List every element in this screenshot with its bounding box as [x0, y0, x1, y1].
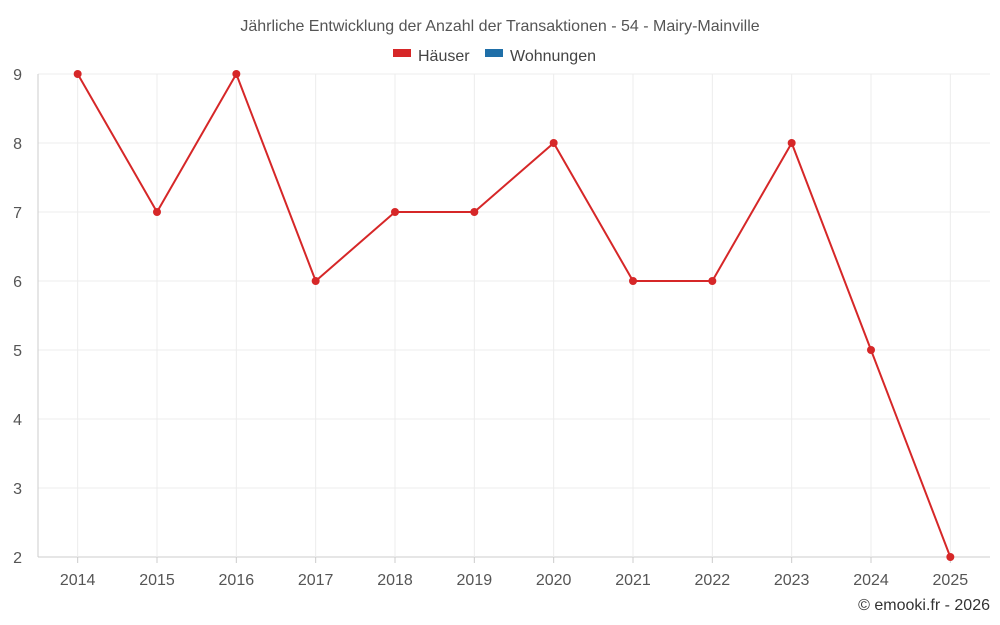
y-tick-label: 4 [13, 412, 22, 429]
x-tick-label: 2024 [853, 572, 889, 589]
data-point[interactable] [946, 553, 955, 561]
x-tick-label: 2021 [615, 572, 651, 589]
legend-label-wohnungen[interactable]: Wohnungen [510, 48, 596, 65]
data-point[interactable] [73, 70, 82, 78]
data-point[interactable] [787, 139, 796, 147]
y-tick-label: 8 [13, 136, 22, 153]
grid [37, 73, 990, 563]
x-tick-label: 2022 [695, 572, 731, 589]
data-point[interactable] [549, 139, 558, 147]
y-tick-label: 9 [13, 67, 22, 84]
x-tick-label: 2019 [457, 572, 493, 589]
y-tick-label: 7 [13, 205, 22, 222]
data-point[interactable] [311, 277, 320, 285]
x-tick-label: 2025 [933, 572, 969, 589]
credit-text: © emooki.fr - 2026 [858, 597, 990, 614]
series-line-0 [76, 73, 952, 558]
data-point[interactable] [629, 277, 637, 285]
series [73, 70, 955, 561]
legend-swatch-haeuser [393, 49, 411, 57]
data-point[interactable] [391, 208, 399, 216]
x-tick-label: 2016 [219, 572, 255, 589]
y-tick-label: 3 [13, 481, 22, 498]
x-tick-label: 2017 [298, 572, 334, 589]
y-tick-label: 2 [13, 550, 22, 567]
legend-swatch-wohnungen [485, 49, 503, 57]
data-point[interactable] [153, 208, 161, 216]
chart-title: Jährliche Entwicklung der Anzahl der Tra… [240, 18, 759, 35]
data-point[interactable] [708, 277, 717, 285]
legend-label-haeuser[interactable]: Häuser [418, 48, 470, 65]
data-point[interactable] [867, 346, 875, 354]
y-axis-ticks: 2 3 4 5 6 7 8 9 [13, 67, 22, 567]
data-point[interactable] [470, 208, 479, 216]
x-axis-ticks: 2014 2015 2016 2017 2018 2019 2020 2021 2022 2023… [60, 572, 968, 589]
data-point[interactable] [232, 70, 241, 78]
x-tick-label: 2020 [536, 572, 572, 589]
x-tick-label: 2015 [139, 572, 175, 589]
x-tick-label: 2023 [774, 572, 810, 589]
y-tick-label: 6 [13, 274, 22, 291]
x-tick-label: 2014 [60, 572, 96, 589]
y-tick-label: 5 [13, 343, 22, 360]
x-tick-label: 2018 [377, 572, 413, 589]
legend: Häuser Wohnungen [393, 48, 596, 65]
